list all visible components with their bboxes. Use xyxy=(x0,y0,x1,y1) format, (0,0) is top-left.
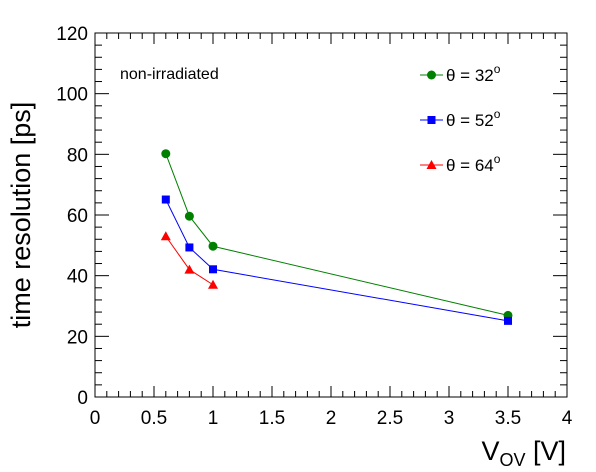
legend-label-sup: o xyxy=(494,107,501,121)
y-tick-label: 40 xyxy=(67,267,88,288)
annotation-text: non-irradiated xyxy=(120,66,219,83)
data-point xyxy=(161,195,170,204)
series-3 xyxy=(160,231,218,289)
x-tick-label: 3.5 xyxy=(495,408,521,429)
data-point xyxy=(185,243,194,252)
legend-marker xyxy=(426,160,437,169)
legend-label-main: θ = 52 xyxy=(446,111,494,130)
x-tick-label: 3 xyxy=(444,408,455,429)
y-tick-label: 20 xyxy=(67,327,88,348)
series-line xyxy=(165,153,509,316)
x-axis-title-main: V xyxy=(481,436,499,466)
y-tick-label: 60 xyxy=(67,206,88,227)
x-axis-title-unit: [V] xyxy=(525,436,566,466)
x-tick-label: 4 xyxy=(562,408,573,429)
x-tick-label: 0.5 xyxy=(141,408,167,429)
legend-item-3: θ = 64o xyxy=(420,152,501,175)
data-point xyxy=(184,264,195,274)
y-tick-label: 120 xyxy=(56,24,88,45)
plot-frame xyxy=(94,32,568,398)
legend-label: θ = 64o xyxy=(446,152,501,175)
data-point xyxy=(208,279,218,289)
data-point xyxy=(209,265,217,274)
legend-label-main: θ = 32 xyxy=(446,66,494,85)
legend-item-1: θ = 32o xyxy=(420,62,501,85)
legend-item-2: θ = 52o xyxy=(420,107,501,130)
data-point xyxy=(504,316,512,325)
x-tick-label: 2.5 xyxy=(377,408,403,429)
data-point xyxy=(184,211,194,221)
data-point xyxy=(161,149,171,159)
legend-label-sup: o xyxy=(494,152,501,166)
legend-marker xyxy=(427,70,436,80)
x-tick-label: 1.5 xyxy=(259,408,285,429)
axis-ticks xyxy=(94,32,568,398)
data-point xyxy=(160,231,171,241)
data-point xyxy=(208,241,218,251)
legend-marker xyxy=(427,116,436,124)
legend-label-main: θ = 64 xyxy=(446,156,494,175)
y-axis-title: time resolution [ps] xyxy=(6,102,36,329)
y-tick-label: 80 xyxy=(67,145,88,166)
y-tick-label: 100 xyxy=(56,85,88,106)
legend-label-sup: o xyxy=(494,62,501,76)
y-tick-label: 0 xyxy=(77,388,88,409)
x-axis-title-sub: OV xyxy=(499,450,525,470)
x-tick-label: 2 xyxy=(326,408,337,429)
series-line xyxy=(165,199,509,322)
x-tick-label: 1 xyxy=(208,408,219,429)
legend-label: θ = 52o xyxy=(446,107,501,130)
x-tick-label: 0 xyxy=(90,408,101,429)
legend-label: θ = 32o xyxy=(446,62,501,85)
series-2 xyxy=(161,195,512,325)
x-axis-title: VOV [V] xyxy=(481,436,566,470)
series-layer xyxy=(160,149,513,325)
